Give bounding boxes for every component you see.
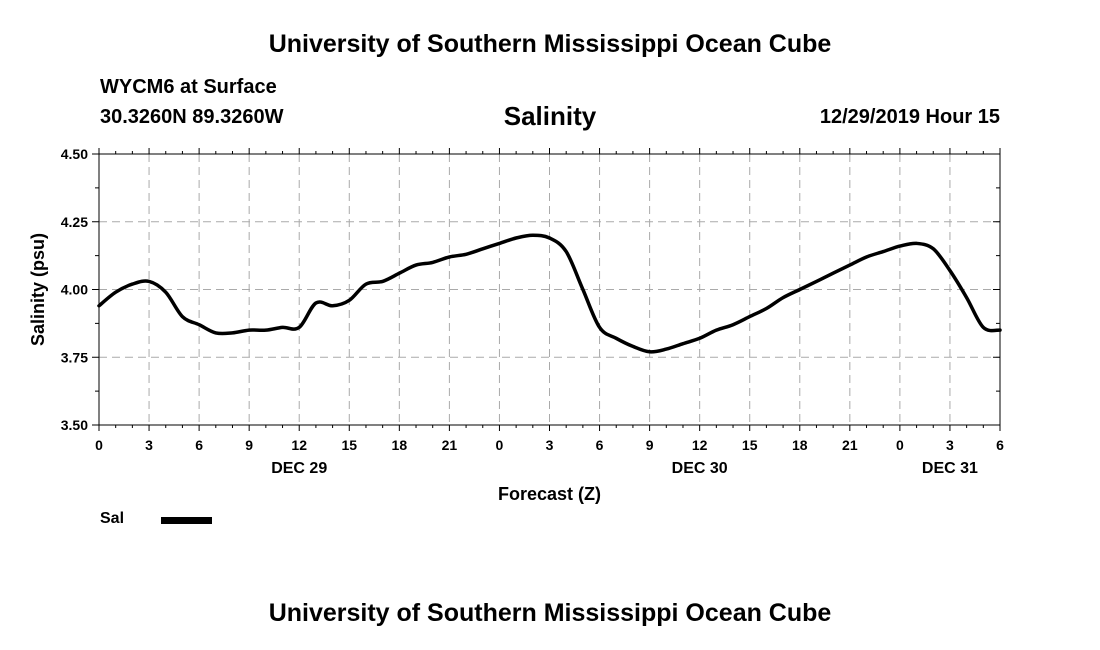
x-tick-label: 18	[792, 437, 808, 453]
forecast-timestamp: 12/29/2019 Hour 15	[819, 106, 1000, 128]
x-tick-label: 18	[392, 437, 408, 453]
day-label: DEC 30	[672, 460, 728, 477]
series-line-sal	[97, 233, 1002, 354]
axis-ticks	[92, 148, 1001, 431]
x-tick-labels: 0 3 6 9 12 15 18 21 0 3 6 9 12 15 18 21 0 3 6	[95, 437, 1004, 453]
x-tick-label: 12	[692, 437, 708, 453]
x-axis-label: Forecast (Z)	[498, 484, 601, 504]
x-tick-label: 0	[896, 437, 904, 453]
y-tick-label: 4.00	[61, 282, 88, 298]
x-tick-label: 6	[195, 437, 203, 453]
legend-label: Sal	[100, 510, 125, 527]
y-tick-labels: 3.50 3.75 4.00 4.25 4.50	[61, 146, 88, 433]
station-label: WYCM6 at Surface	[100, 76, 277, 98]
legend-swatch	[161, 517, 212, 524]
day-label: DEC 31	[922, 460, 978, 477]
report-title: University of Southern Mississippi Ocean…	[268, 30, 832, 58]
x-tick-label: 6	[996, 437, 1004, 453]
x-tick-label: 21	[842, 437, 858, 453]
x-tick-label: 0	[95, 437, 103, 453]
x-tick-label: 15	[341, 437, 357, 453]
day-label: DEC 29	[271, 460, 327, 477]
y-axis-label: Salinity (psu)	[28, 233, 48, 346]
x-tick-label: 0	[496, 437, 504, 453]
chart-title: Salinity	[503, 101, 597, 131]
x-tick-label: 15	[742, 437, 758, 453]
x-tick-label: 6	[596, 437, 604, 453]
y-tick-label: 4.25	[61, 214, 88, 230]
y-tick-label: 3.50	[61, 417, 88, 433]
y-tick-label: 4.50	[61, 146, 88, 162]
x-tick-label: 3	[946, 437, 954, 453]
x-tick-label: 21	[442, 437, 458, 453]
footer-title: University of Southern Mississippi Ocean…	[268, 599, 832, 627]
x-tick-label: 9	[245, 437, 253, 453]
grid-lines	[99, 154, 1000, 425]
day-labels: DEC 29 DEC 30 DEC 31	[271, 460, 978, 477]
x-tick-label: 3	[546, 437, 554, 453]
x-tick-label: 3	[145, 437, 153, 453]
coordinates-label: 30.3260N 89.3260W	[100, 106, 284, 128]
x-tick-label: 9	[646, 437, 654, 453]
x-tick-label: 12	[291, 437, 307, 453]
y-tick-label: 3.75	[61, 349, 88, 365]
